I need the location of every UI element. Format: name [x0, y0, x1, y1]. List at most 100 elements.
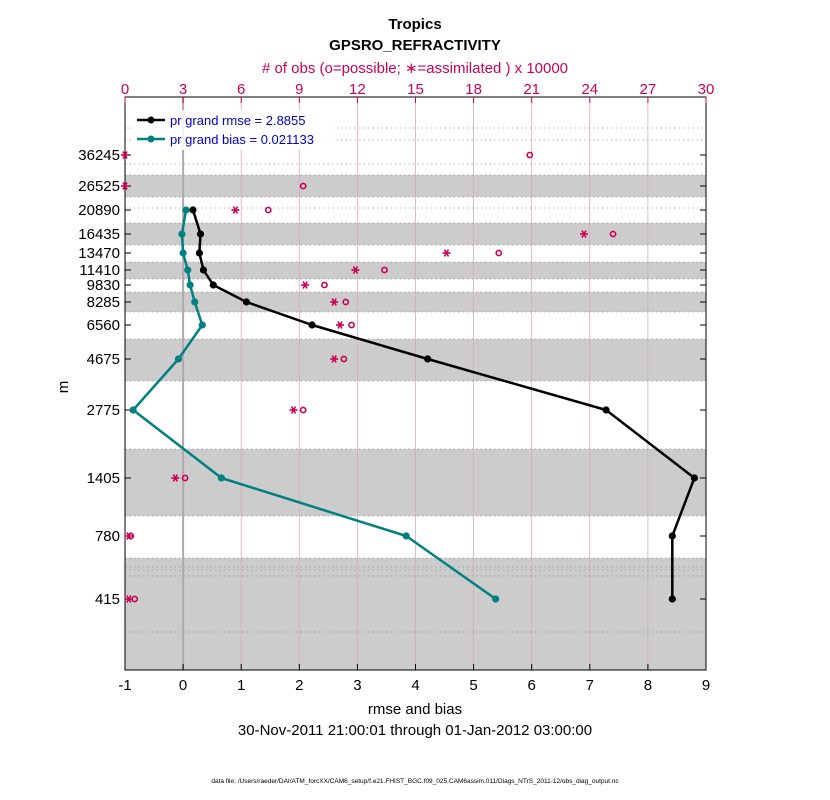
series-1-point-2: [182, 206, 190, 214]
top-tick-label-18: 18: [465, 81, 482, 98]
x-tick-label-0: 0: [179, 677, 187, 694]
series-lines: [129, 206, 698, 603]
y-tick-label-13470: 13470: [78, 245, 120, 262]
top-tick-label-21: 21: [523, 81, 540, 98]
obs-possible-7: [342, 298, 350, 306]
axis-ticks: -1 0 1 2 3 4 5 6 7 8 90 3 6 9 12 15 18 21 24 27 303624526525…: [78, 81, 714, 694]
obs-assimilated-3: [579, 230, 588, 238]
obs-assimilated-2: [231, 206, 240, 214]
obs-assimilated-8: [335, 321, 344, 329]
y-tick-label-26525: 26525: [78, 178, 120, 195]
legend: pr grand rmse = 2.8855 pr grand bias = 0…: [131, 110, 336, 150]
date-range: 30-Nov-2011 21:00:01 through 01-Jan-2012…: [238, 722, 592, 739]
x-tick-label-1: 1: [237, 677, 245, 694]
series-1-point-7: [191, 298, 199, 306]
series-1-point-10: [129, 406, 137, 414]
series-0-point-4: [195, 249, 203, 257]
obs-possible-0: [526, 151, 534, 159]
obs-count-markers: [121, 151, 617, 603]
obs-assimilated-11: [171, 474, 180, 482]
top-tick-label-3: 3: [179, 81, 187, 98]
series-0-point-3: [196, 230, 205, 238]
series-1-point-8: [198, 321, 206, 329]
x-tick-label-8: 8: [644, 677, 652, 694]
obs-possible-1: [299, 182, 307, 190]
top-tick-label-15: 15: [407, 81, 424, 98]
obs-possible-5: [381, 266, 388, 274]
series-1-point-9: [174, 355, 183, 363]
obs-assimilated-9: [330, 355, 339, 363]
obs-assimilated-13: [124, 595, 133, 603]
obs-assimilated-10: [289, 406, 298, 414]
y-axis-label: m: [55, 381, 72, 394]
series-1-point-13: [492, 595, 500, 603]
series-0-point-9: [424, 355, 432, 363]
obs-assimilated-7: [330, 298, 339, 306]
top-tick-label-12: 12: [349, 81, 366, 98]
obs-assimilated-4: [442, 249, 451, 257]
series-1-point-12: [402, 532, 410, 540]
y-tick-label-8285: 8285: [87, 294, 120, 311]
legend-rmse-marker: [147, 116, 155, 124]
obs-assimilated-5: [351, 266, 360, 274]
x-tick-label-6: 6: [528, 677, 536, 694]
legend-bias-marker: [147, 135, 155, 143]
series-0-point-7: [242, 298, 251, 306]
y-tick-label-2775: 2775: [87, 402, 120, 419]
series-0-point-8: [308, 321, 316, 329]
series-0-point-10: [602, 406, 610, 414]
y-tick-label-20890: 20890: [78, 202, 120, 219]
y-tick-label-9830: 9830: [87, 277, 120, 294]
series-0-point-2: [189, 206, 197, 214]
y-tick-label-16435: 16435: [78, 226, 120, 243]
series-0-point-11: [690, 474, 698, 482]
x-tick-label-3: 3: [353, 677, 361, 694]
obs-possible-3: [609, 230, 617, 238]
series-1-point-3: [178, 230, 186, 238]
series-1-point-5: [184, 266, 192, 274]
chart-title: Tropics: [388, 16, 441, 33]
y-tick-label-780: 780: [95, 528, 120, 545]
y-tick-label-6560: 6560: [87, 317, 120, 334]
top-tick-label-6: 6: [237, 81, 245, 98]
y-tick-label-36245: 36245: [78, 147, 120, 164]
top-axis-label: # of obs (o=possible; ∗=assimilated ) x …: [262, 60, 568, 77]
obs-possible-9: [340, 355, 348, 363]
y-tick-label-1405: 1405: [87, 470, 120, 487]
series-1-point-11: [217, 474, 226, 482]
series-0-point-13: [668, 595, 676, 603]
y-tick-label-415: 415: [95, 591, 120, 608]
obs-possible-10: [299, 406, 307, 414]
x-tick-label-4: 4: [411, 677, 419, 694]
x-tick-label-9: 9: [702, 677, 710, 694]
x-tick-label-2: 2: [295, 677, 303, 694]
obs-assimilated-1: [121, 182, 129, 190]
legend-bias-label: pr grand bias = 0.021133: [170, 132, 314, 147]
top-tick-label-0: 0: [121, 81, 129, 98]
series-1-point-4: [179, 249, 187, 257]
obs-possible-6: [321, 281, 328, 289]
legend-box: [131, 110, 336, 150]
y-tick-label-11410: 11410: [79, 262, 120, 279]
top-tick-label-27: 27: [640, 81, 657, 98]
x-axis-label: rmse and bias: [368, 701, 462, 718]
top-tick-label-9: 9: [295, 81, 303, 98]
obs-assimilated-6: [301, 281, 310, 289]
footer-datafile: data file: /Users/raeder/DAI/ATM_forcXX/…: [211, 778, 619, 785]
obs-possible-8: [348, 321, 355, 329]
x-tick-label--1: -1: [118, 677, 131, 694]
x-tick-label-7: 7: [586, 677, 594, 694]
obs-possible-2: [264, 206, 272, 214]
obs-assimilated-0: [121, 151, 129, 159]
legend-rmse-label: pr grand rmse = 2.8855: [170, 113, 306, 128]
series-1-point-6: [186, 281, 194, 289]
x-tick-label-5: 5: [469, 677, 477, 694]
chart-subtitle: GPSRO_REFRACTIVITY: [329, 37, 501, 54]
obs-possible-11: [181, 474, 189, 482]
top-tick-label-24: 24: [581, 81, 598, 98]
series-0-point-5: [199, 266, 208, 274]
series-0-point-6: [209, 281, 217, 289]
y-tick-label-4675: 4675: [87, 351, 120, 368]
top-tick-label-30: 30: [698, 81, 715, 98]
